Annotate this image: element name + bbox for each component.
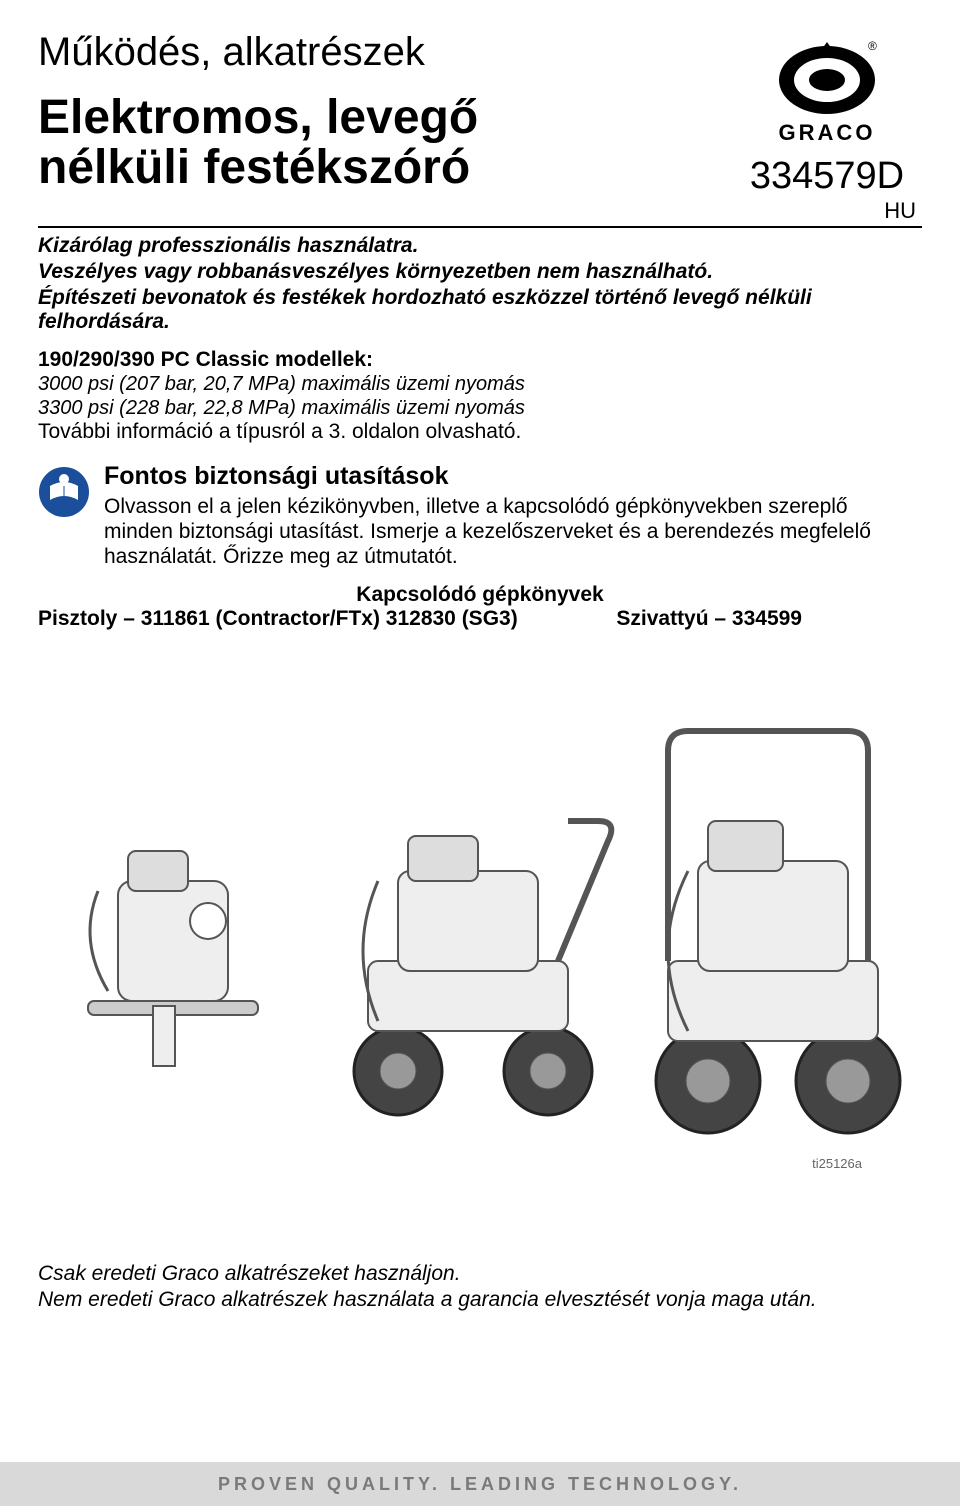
models-heading: 190/290/390 PC Classic modellek: (38, 348, 922, 372)
safety-block: Fontos biztonsági utasítások Olvasson el… (38, 462, 922, 569)
related-gun: Pisztoly – 311861 (Contractor/FTx) 31283… (38, 607, 518, 631)
safety-body: Olvasson el a jelen kézikönyvben, illetv… (104, 495, 922, 569)
models-more-info: További információ a típusról a 3. oldal… (38, 420, 922, 444)
related-pump: Szivattyú – 334599 (616, 607, 922, 631)
title-line-2: nélküli festékszóró (38, 141, 470, 194)
sprayer-stand-icon (58, 821, 288, 1081)
models-spec-2: 3300 psi (228 bar, 22,8 MPa) maximális ü… (38, 396, 922, 420)
brand-name: GRACO (732, 120, 922, 146)
lang-code: HU (732, 198, 922, 224)
models-spec-1: 3000 psi (207 bar, 20,7 MPa) maximális ü… (38, 372, 922, 396)
usage-statement: Kizárólag professzionális használatra. (38, 234, 922, 258)
footer-line-2: Nem eredeti Graco alkatrészek használata… (38, 1288, 817, 1311)
title-line-1: Elektromos, levegő (38, 91, 478, 144)
environment-warning: Veszélyes vagy robbanásveszélyes környez… (38, 260, 922, 284)
sprayer-cart-large-icon (598, 711, 938, 1141)
brand-logo-block: ® GRACO 334579D HU (732, 30, 922, 224)
safety-text-block: Fontos biztonsági utasítások Olvasson el… (104, 462, 922, 569)
footer-note: Csak eredeti Graco alkatrészeket használ… (38, 1261, 922, 1311)
title-block: Működés, alkatrészek Elektromos, levegő … (38, 30, 732, 200)
header-divider (38, 226, 922, 228)
footer-line-1: Csak eredeti Graco alkatrészeket használ… (38, 1262, 461, 1285)
related-manuals-row: Pisztoly – 311861 (Contractor/FTx) 31283… (38, 607, 922, 631)
doc-number: 334579D (732, 156, 922, 198)
illustration-label: ti25126a (812, 1156, 862, 1171)
purpose-statement: Építészeti bevonatok és festékek hordozh… (38, 286, 922, 334)
graco-logo-icon: ® (772, 36, 882, 118)
product-illustration: ti25126a (38, 641, 922, 1201)
models-block: 190/290/390 PC Classic modellek: 3000 ps… (38, 348, 922, 444)
safety-heading: Fontos biztonsági utasítások (104, 462, 922, 491)
tagline-text: PROVEN QUALITY. LEADING TECHNOLOGY. (218, 1474, 742, 1495)
doc-title: Elektromos, levegő nélküli festékszóró (38, 93, 732, 194)
read-manual-icon (38, 466, 90, 518)
header-row: Működés, alkatrészek Elektromos, levegő … (38, 30, 922, 224)
related-manuals-heading: Kapcsolódó gépkönyvek (38, 583, 922, 607)
svg-text:®: ® (868, 39, 877, 53)
tagline-bar: PROVEN QUALITY. LEADING TECHNOLOGY. (0, 1462, 960, 1506)
doc-category: Működés, alkatrészek (38, 30, 732, 75)
sprayer-cart-small-icon (308, 781, 628, 1121)
